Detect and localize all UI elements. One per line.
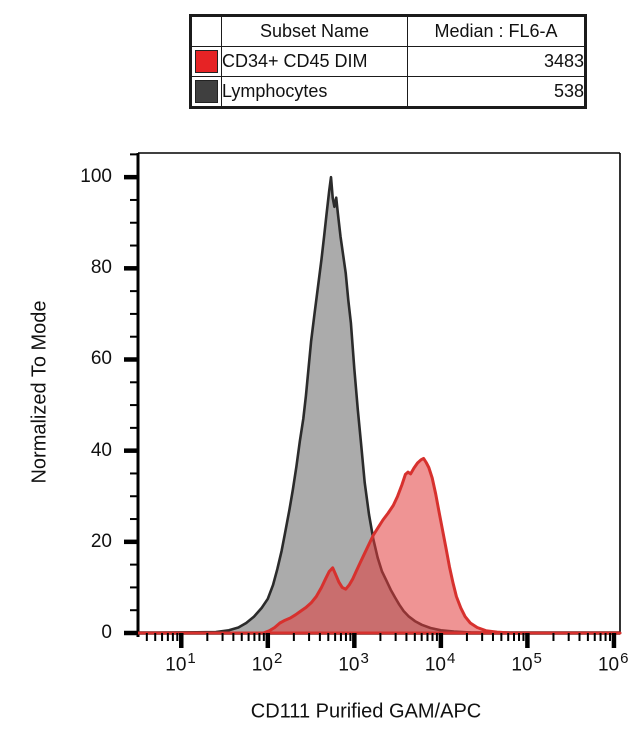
y-ticks [124,153,138,636]
median-value-lymphocytes: 538 [407,76,586,108]
legend-table: Subset Name Median : FL6-A CD34+ CD45 DI… [189,14,587,109]
x-tick-label: 106 [597,650,629,676]
subset-name-lymphocytes: Lymphocytes [221,76,408,108]
x-ticks [145,633,617,648]
col-header-median: Median : FL6-A [407,15,586,47]
col-header-subset-name: Subset Name [221,15,408,47]
y-axis-title: Normalized To Mode [28,300,51,484]
lymphocytes-swatch [195,80,218,103]
y-tick-label: 0 [101,622,112,643]
x-axis-title: CD111 Purified GAM/APC [250,700,482,723]
x-tick-label: 102 [251,650,283,676]
x-tick-label: 103 [338,650,369,676]
median-value-cd34: 3483 [407,46,586,77]
y-tick-label: 60 [90,348,112,370]
legend-header-row: Subset Name Median : FL6-A [190,15,586,47]
legend-row-lymphocytes: Lymphocytes 538 [190,76,586,108]
y-tick-label: 40 [90,439,112,461]
cd34-swatch [195,50,218,73]
y-tick-label: 100 [80,166,112,188]
cd34-cd45-dim-curve [136,456,622,635]
x-tick-label: 104 [424,650,456,676]
y-tick-label: 20 [90,530,112,552]
y-tick-label: 80 [90,257,112,279]
x-tick-label: 105 [511,650,542,676]
x-tick-label: 101 [165,650,196,676]
